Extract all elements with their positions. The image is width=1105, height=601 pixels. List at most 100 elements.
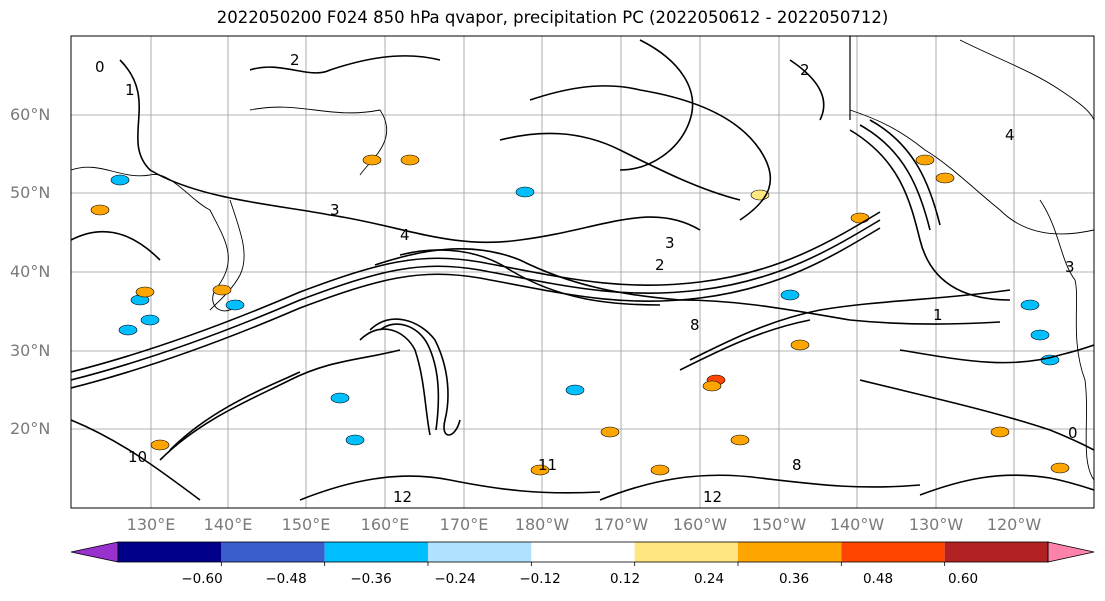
contour-label: 1 (933, 306, 943, 324)
contour-label: 2 (290, 51, 300, 69)
precip-cell (225, 299, 245, 311)
precip-cell (780, 289, 800, 301)
contour-label: 10 (128, 448, 147, 466)
contour-line (71, 419, 201, 501)
contour-label: 3 (665, 234, 675, 252)
contour-line (119, 59, 701, 244)
coastline (959, 39, 1094, 121)
contour-line (849, 129, 1011, 301)
coastline (209, 199, 245, 311)
colorbar-segment (428, 542, 532, 562)
lon-label: 130°E (126, 515, 176, 534)
contour-line (869, 119, 941, 226)
map-frame (70, 35, 1095, 509)
lat-label: 50°N (10, 183, 51, 202)
colorbar-tick-label: 0.48 (862, 571, 894, 587)
contour-line (249, 55, 441, 74)
gridlines (71, 36, 1094, 508)
contour-line (689, 289, 1011, 361)
colorbar-tick-label: 0.24 (693, 571, 725, 587)
contour-line (71, 227, 881, 389)
contour-line (619, 39, 694, 171)
precip-cell (915, 154, 935, 166)
precip-cell (1020, 299, 1040, 311)
coastline (1039, 199, 1094, 481)
precip-cell (650, 464, 670, 476)
precip-cell (345, 434, 365, 446)
contour-line (374, 248, 1001, 325)
colorbar-segment (841, 542, 945, 562)
lon-label: 160°W (672, 515, 728, 534)
contour-label: 12 (393, 488, 412, 506)
contour-label: 2 (800, 61, 810, 79)
colorbar-segment (324, 542, 428, 562)
contour-line (359, 328, 431, 436)
colorbar-outline (117, 541, 1049, 563)
precip-cell (730, 434, 750, 446)
precip-cell (790, 339, 810, 351)
precip-cell (118, 324, 138, 336)
contour-label: 11 (538, 456, 557, 474)
colorbar-segment (944, 542, 1048, 562)
contour-line (529, 85, 772, 221)
lat-label: 30°N (10, 341, 51, 360)
colorbar-tick-label: −0.36 (350, 571, 392, 587)
contour-label: 0 (95, 58, 105, 76)
lon-label: 150°E (281, 515, 331, 534)
lat-label: 60°N (10, 105, 51, 124)
contour-label: 8 (690, 316, 700, 334)
coastlines (71, 39, 1094, 481)
contour-line (679, 319, 811, 371)
precip-cell (212, 284, 232, 296)
precip-cell (530, 464, 550, 476)
contour-label: 1 (125, 81, 135, 99)
precip-cell (935, 172, 955, 184)
lon-label: 170°W (593, 515, 649, 534)
colorbar-tick-label: −0.24 (434, 571, 476, 587)
colorbar-tick-label: 0.36 (778, 571, 810, 587)
map-title: 2022050200 F024 850 hPa qvapor, precipit… (216, 8, 889, 27)
contour-line (299, 475, 601, 501)
contour-line (859, 124, 931, 231)
contour-line (859, 379, 1094, 451)
contour-line (789, 59, 825, 121)
contour-line (159, 349, 401, 461)
colorbar-segment (738, 542, 842, 562)
lon-label: 160°E (360, 515, 410, 534)
precip-cell (90, 204, 110, 216)
precip-cell (1050, 462, 1070, 474)
lon-label: 170°E (439, 515, 489, 534)
precip-cell (565, 384, 585, 396)
contour-line (71, 219, 881, 381)
colorbar-extend-low (70, 541, 119, 563)
contour-line (399, 249, 661, 306)
contour-line (379, 323, 440, 431)
colorbar-segment (221, 542, 325, 562)
precip-cell (110, 174, 130, 186)
colorbar-tick-label: 0.12 (609, 571, 641, 587)
contour-line (899, 344, 1094, 364)
precip-cell (330, 392, 350, 404)
lat-label: 20°N (10, 419, 51, 438)
contour-line (499, 132, 741, 201)
contour-label: 12 (703, 488, 722, 506)
precip-cell (600, 426, 620, 438)
colorbar-tick-label: 0.60 (947, 571, 979, 587)
colorbar-extend-high (1047, 541, 1095, 563)
contour-label: 3 (330, 201, 340, 219)
precip-cell (140, 314, 160, 326)
colorbar-tick-label: −0.60 (181, 571, 223, 587)
colorbar-segment (634, 542, 738, 562)
colorbar-tick-label: −0.12 (519, 571, 561, 587)
contour-line (599, 474, 921, 501)
contour-line (169, 371, 301, 451)
colorbar-tick-label: −0.48 (265, 571, 307, 587)
colorbar (70, 541, 1095, 566)
precip-cell (150, 439, 170, 451)
contour-line (919, 474, 1094, 496)
contour-label: 2 (655, 256, 665, 274)
lon-label: 140°W (829, 515, 885, 534)
precip-cell (850, 212, 870, 224)
qvapor-contours (71, 39, 1094, 501)
